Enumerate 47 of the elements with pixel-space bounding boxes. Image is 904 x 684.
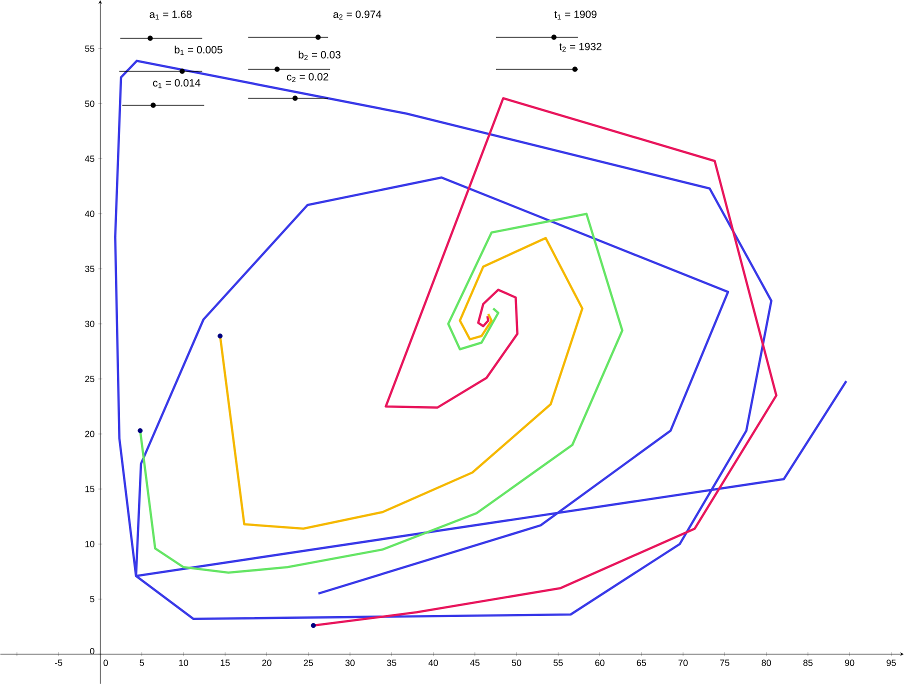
annotation: c$_{2}$ = 0.02 (286, 73, 328, 82)
x-tick-label: 0 (104, 660, 108, 666)
x-tick-label: 60 (595, 660, 604, 666)
y-tick-label: 55 (85, 46, 94, 52)
x-tick-label: 55 (554, 660, 563, 666)
x-tick-label: 90 (845, 660, 854, 666)
x-tick-label: 95 (886, 660, 896, 666)
x-tick-label: 25 (304, 660, 313, 666)
x-tick-label: 40 (428, 660, 438, 666)
y-tick-label: 25 (85, 376, 94, 382)
y-tick-label: 5 (90, 596, 94, 602)
x-tick-label: 45 (470, 660, 480, 666)
y-tick-label: 10 (85, 540, 94, 548)
x-tick-label: 50 (512, 660, 522, 666)
x-tick-label: 30 (345, 660, 355, 666)
y-tick-label: 30 (85, 320, 94, 328)
annotation: t$_{2}$ = 1932 (559, 42, 602, 52)
y-tick-label: 0 (90, 648, 94, 654)
annotation: a$_{2}$ = 0.974 (333, 10, 382, 20)
annotation: c$_{1}$ = 0.014 (153, 79, 200, 88)
annotation: b$_{1}$ = 0.005 (174, 46, 222, 55)
line-series (139, 212, 624, 574)
line-series (114, 60, 848, 620)
y-tick-label: 15 (85, 486, 94, 492)
y-tick-label: 45 (84, 156, 94, 162)
y-tick-label: 20 (85, 430, 94, 438)
annotation: a$_{1}$ = 1.68 (150, 10, 192, 20)
point (310, 622, 316, 628)
x-tick-label: 75 (720, 660, 730, 666)
x-tick-label: 15 (220, 660, 230, 666)
x-tick-label: 35 (386, 660, 396, 666)
x-tick-label: 80 (762, 660, 771, 666)
point (218, 333, 223, 338)
line-series (218, 236, 584, 530)
y-tick-label: 50 (85, 100, 94, 107)
x-tick-label: 85 (803, 660, 813, 666)
point (138, 428, 143, 434)
x-tick-label: 65 (636, 660, 646, 666)
x-tick-label: 20 (262, 660, 272, 666)
x-tick-label: 5 (140, 660, 144, 666)
x-tick-label: 10 (179, 660, 188, 666)
y-tick-label: 40 (84, 210, 94, 217)
x-tick-label: 70 (678, 660, 688, 666)
annotation: t$_{1}$ = 1909 (554, 10, 596, 20)
annotation: b$_{2}$ = 0.03 (298, 50, 340, 60)
x-tick-label: -5 (54, 660, 62, 666)
y-tick-label: 35 (85, 266, 94, 272)
